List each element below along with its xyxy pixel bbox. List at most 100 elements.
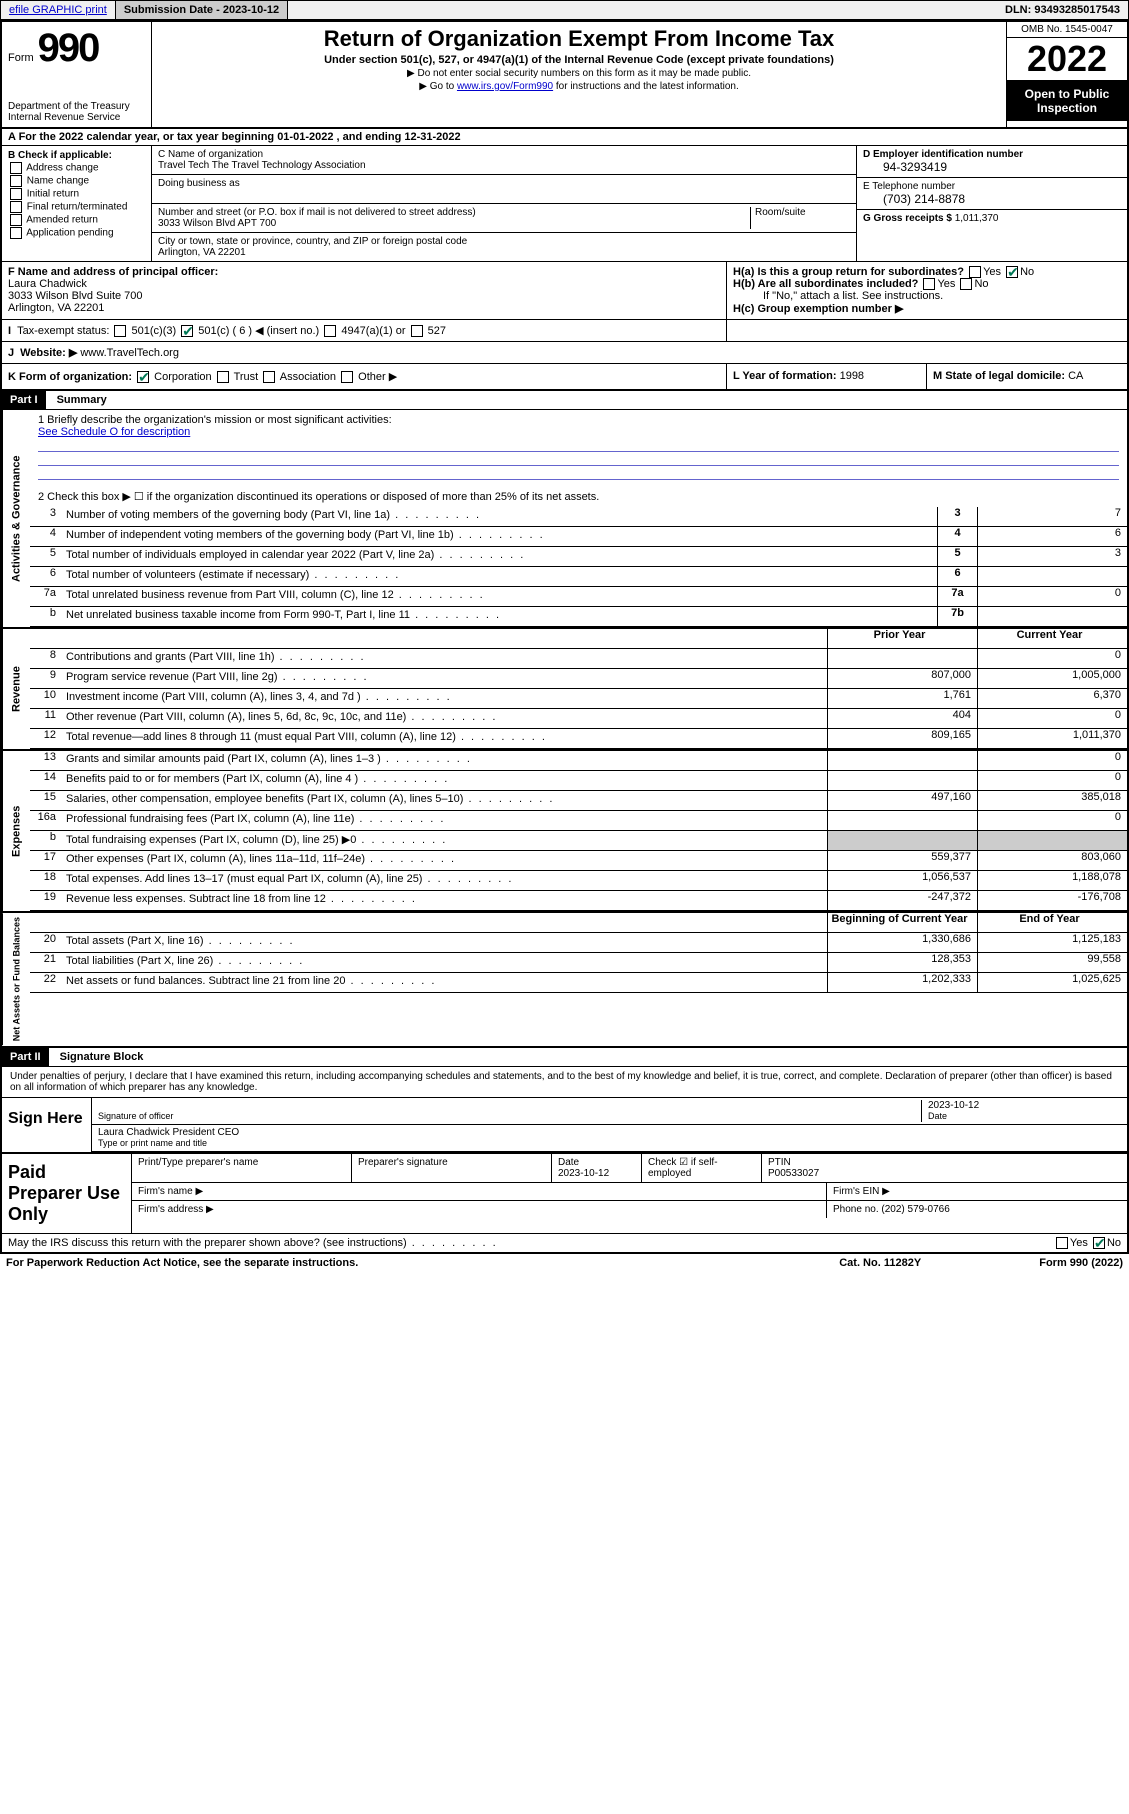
k-assoc[interactable]: [263, 371, 275, 383]
prep-self: Check ☑ if self-employed: [648, 1157, 718, 1179]
sig-date: 2023-10-12: [928, 1100, 979, 1111]
form-title: Return of Organization Exempt From Incom…: [160, 26, 998, 52]
q1-value[interactable]: See Schedule O for description: [38, 426, 190, 438]
q1-label: 1 Briefly describe the organization's mi…: [38, 414, 1119, 426]
c-name-label: C Name of organization: [158, 149, 263, 160]
l-label: L Year of formation:: [733, 370, 837, 382]
city-label: City or town, state or province, country…: [158, 236, 467, 247]
k-trust[interactable]: [217, 371, 229, 383]
k-form-org: K Form of organization: Corporation Trus…: [2, 364, 727, 389]
b-opt-name[interactable]: Name change: [8, 175, 145, 187]
firm-phone: (202) 579-0766: [881, 1204, 949, 1215]
website-value: www.TravelTech.org: [80, 347, 179, 359]
side-expenses: Expenses: [2, 751, 30, 911]
gov-row: 7aTotal unrelated business revenue from …: [30, 587, 1127, 607]
form-990: Form 990 Department of the Treasury Inte…: [0, 20, 1129, 1254]
b-opt-address[interactable]: Address change: [8, 162, 145, 174]
irs-label: Internal Revenue Service: [8, 112, 145, 123]
part1-header: Part I: [2, 391, 46, 409]
k-other[interactable]: [341, 371, 353, 383]
table-row: 16aProfessional fundraising fees (Part I…: [30, 811, 1127, 831]
part2-header: Part II: [2, 1048, 49, 1066]
declaration: Under penalties of perjury, I declare th…: [2, 1067, 1127, 1097]
hc-label: H(c) Group exemption number ▶: [733, 303, 903, 315]
h-block: H(a) Is this a group return for subordin…: [727, 262, 1127, 319]
title-block: Return of Organization Exempt From Incom…: [152, 22, 1007, 127]
firm-phone-label: Phone no.: [833, 1204, 879, 1215]
i-label: Tax-exempt status:: [17, 325, 109, 337]
paperwork-notice: For Paperwork Reduction Act Notice, see …: [6, 1257, 839, 1269]
col-begin: Beginning of Current Year: [827, 913, 977, 932]
j-website: JWebsite: ▶ www.TravelTech.org: [2, 342, 1127, 363]
discuss-yes[interactable]: [1056, 1237, 1068, 1249]
top-toolbar: efile GRAPHIC print Submission Date - 20…: [0, 0, 1129, 20]
goto-pre: ▶ Go to: [419, 81, 457, 92]
row-a-taxyear: A For the 2022 calendar year, or tax yea…: [2, 129, 1127, 146]
dba-label: Doing business as: [158, 178, 240, 189]
col-b-checkboxes: B Check if applicable: Address change Na…: [2, 146, 152, 261]
prep-name-label: Print/Type preparer's name: [138, 1157, 258, 1168]
date-label: Date: [928, 1111, 947, 1121]
table-row: 22Net assets or fund balances. Subtract …: [30, 973, 1127, 993]
hb-yes[interactable]: [923, 278, 935, 290]
q2-text: 2 Check this box ▶ ☐ if the organization…: [30, 486, 1127, 507]
b-opt-pending[interactable]: Application pending: [8, 227, 145, 239]
discuss-no[interactable]: [1093, 1237, 1105, 1249]
irs-link[interactable]: www.irs.gov/Form990: [457, 81, 553, 92]
paid-preparer: Paid Preparer Use Only: [2, 1154, 132, 1233]
col-current: Current Year: [977, 629, 1127, 648]
k-corp[interactable]: [137, 371, 149, 383]
i-527[interactable]: [411, 325, 423, 337]
i-tax-status: ITax-exempt status: 501(c)(3) 501(c) ( 6…: [2, 320, 727, 341]
addr-label: Number and street (or P.O. box if mail i…: [158, 207, 476, 218]
table-row: 18Total expenses. Add lines 13–17 (must …: [30, 871, 1127, 891]
gov-row: 4Number of independent voting members of…: [30, 527, 1127, 547]
sig-officer-label: Signature of officer: [98, 1111, 173, 1121]
omb-number: OMB No. 1545-0047: [1007, 22, 1127, 38]
form-id-block: Form 990 Department of the Treasury Inte…: [2, 22, 152, 127]
year-block: OMB No. 1545-0047 2022 Open to Public In…: [1007, 22, 1127, 127]
note-goto: ▶ Go to www.irs.gov/Form990 for instruct…: [160, 81, 998, 92]
b-opt-final[interactable]: Final return/terminated: [8, 201, 145, 213]
table-row: 9Program service revenue (Part VIII, lin…: [30, 669, 1127, 689]
ha-yes[interactable]: [969, 266, 981, 278]
side-netassets: Net Assets or Fund Balances: [2, 913, 30, 1045]
table-row: 13Grants and similar amounts paid (Part …: [30, 751, 1127, 771]
efile-link[interactable]: efile GRAPHIC print: [1, 1, 116, 19]
open-inspection: Open to Public Inspection: [1007, 81, 1127, 121]
hb-no[interactable]: [960, 278, 972, 290]
k-label: K Form of organization:: [8, 371, 132, 383]
b-title: B Check if applicable:: [8, 150, 112, 161]
col-c-org: C Name of organization Travel Tech The T…: [152, 146, 857, 261]
ptin: P00533027: [768, 1168, 819, 1179]
i-4947[interactable]: [324, 325, 336, 337]
officer-name: Laura Chadwick: [8, 278, 87, 290]
gov-row: 5Total number of individuals employed in…: [30, 547, 1127, 567]
form-footer: Form 990 (2022): [1039, 1257, 1123, 1269]
table-row: 19Revenue less expenses. Subtract line 1…: [30, 891, 1127, 911]
org-city: Arlington, VA 22201: [158, 247, 246, 258]
ha-no[interactable]: [1006, 266, 1018, 278]
org-address: 3033 Wilson Blvd APT 700: [158, 218, 276, 229]
ptin-label: PTIN: [768, 1157, 791, 1168]
tax-year: 2022: [1007, 38, 1127, 81]
phone-value: (703) 214-8878: [863, 192, 1121, 206]
i-501c3[interactable]: [114, 325, 126, 337]
col-prior: Prior Year: [827, 629, 977, 648]
firm-ein-label: Firm's EIN ▶: [833, 1186, 890, 1197]
table-row: 11Other revenue (Part VIII, column (A), …: [30, 709, 1127, 729]
ein-value: 94-3293419: [863, 160, 1121, 174]
form-word: Form: [8, 52, 34, 64]
part2-title: Signature Block: [52, 1048, 152, 1066]
note-ssn: ▶ Do not enter social security numbers o…: [160, 68, 998, 79]
i-501c[interactable]: [181, 325, 193, 337]
dln: DLN: 93493285017543: [997, 1, 1128, 19]
b-opt-amended[interactable]: Amended return: [8, 214, 145, 226]
g-gross-label: G Gross receipts $: [863, 213, 952, 224]
org-name: Travel Tech The Travel Technology Associ…: [158, 160, 366, 171]
f-officer: F Name and address of principal officer:…: [2, 262, 727, 319]
b-opt-initial[interactable]: Initial return: [8, 188, 145, 200]
prep-date-label: Date: [558, 1157, 579, 1168]
goto-post: for instructions and the latest informat…: [556, 81, 739, 92]
m-label: M State of legal domicile:: [933, 370, 1065, 382]
